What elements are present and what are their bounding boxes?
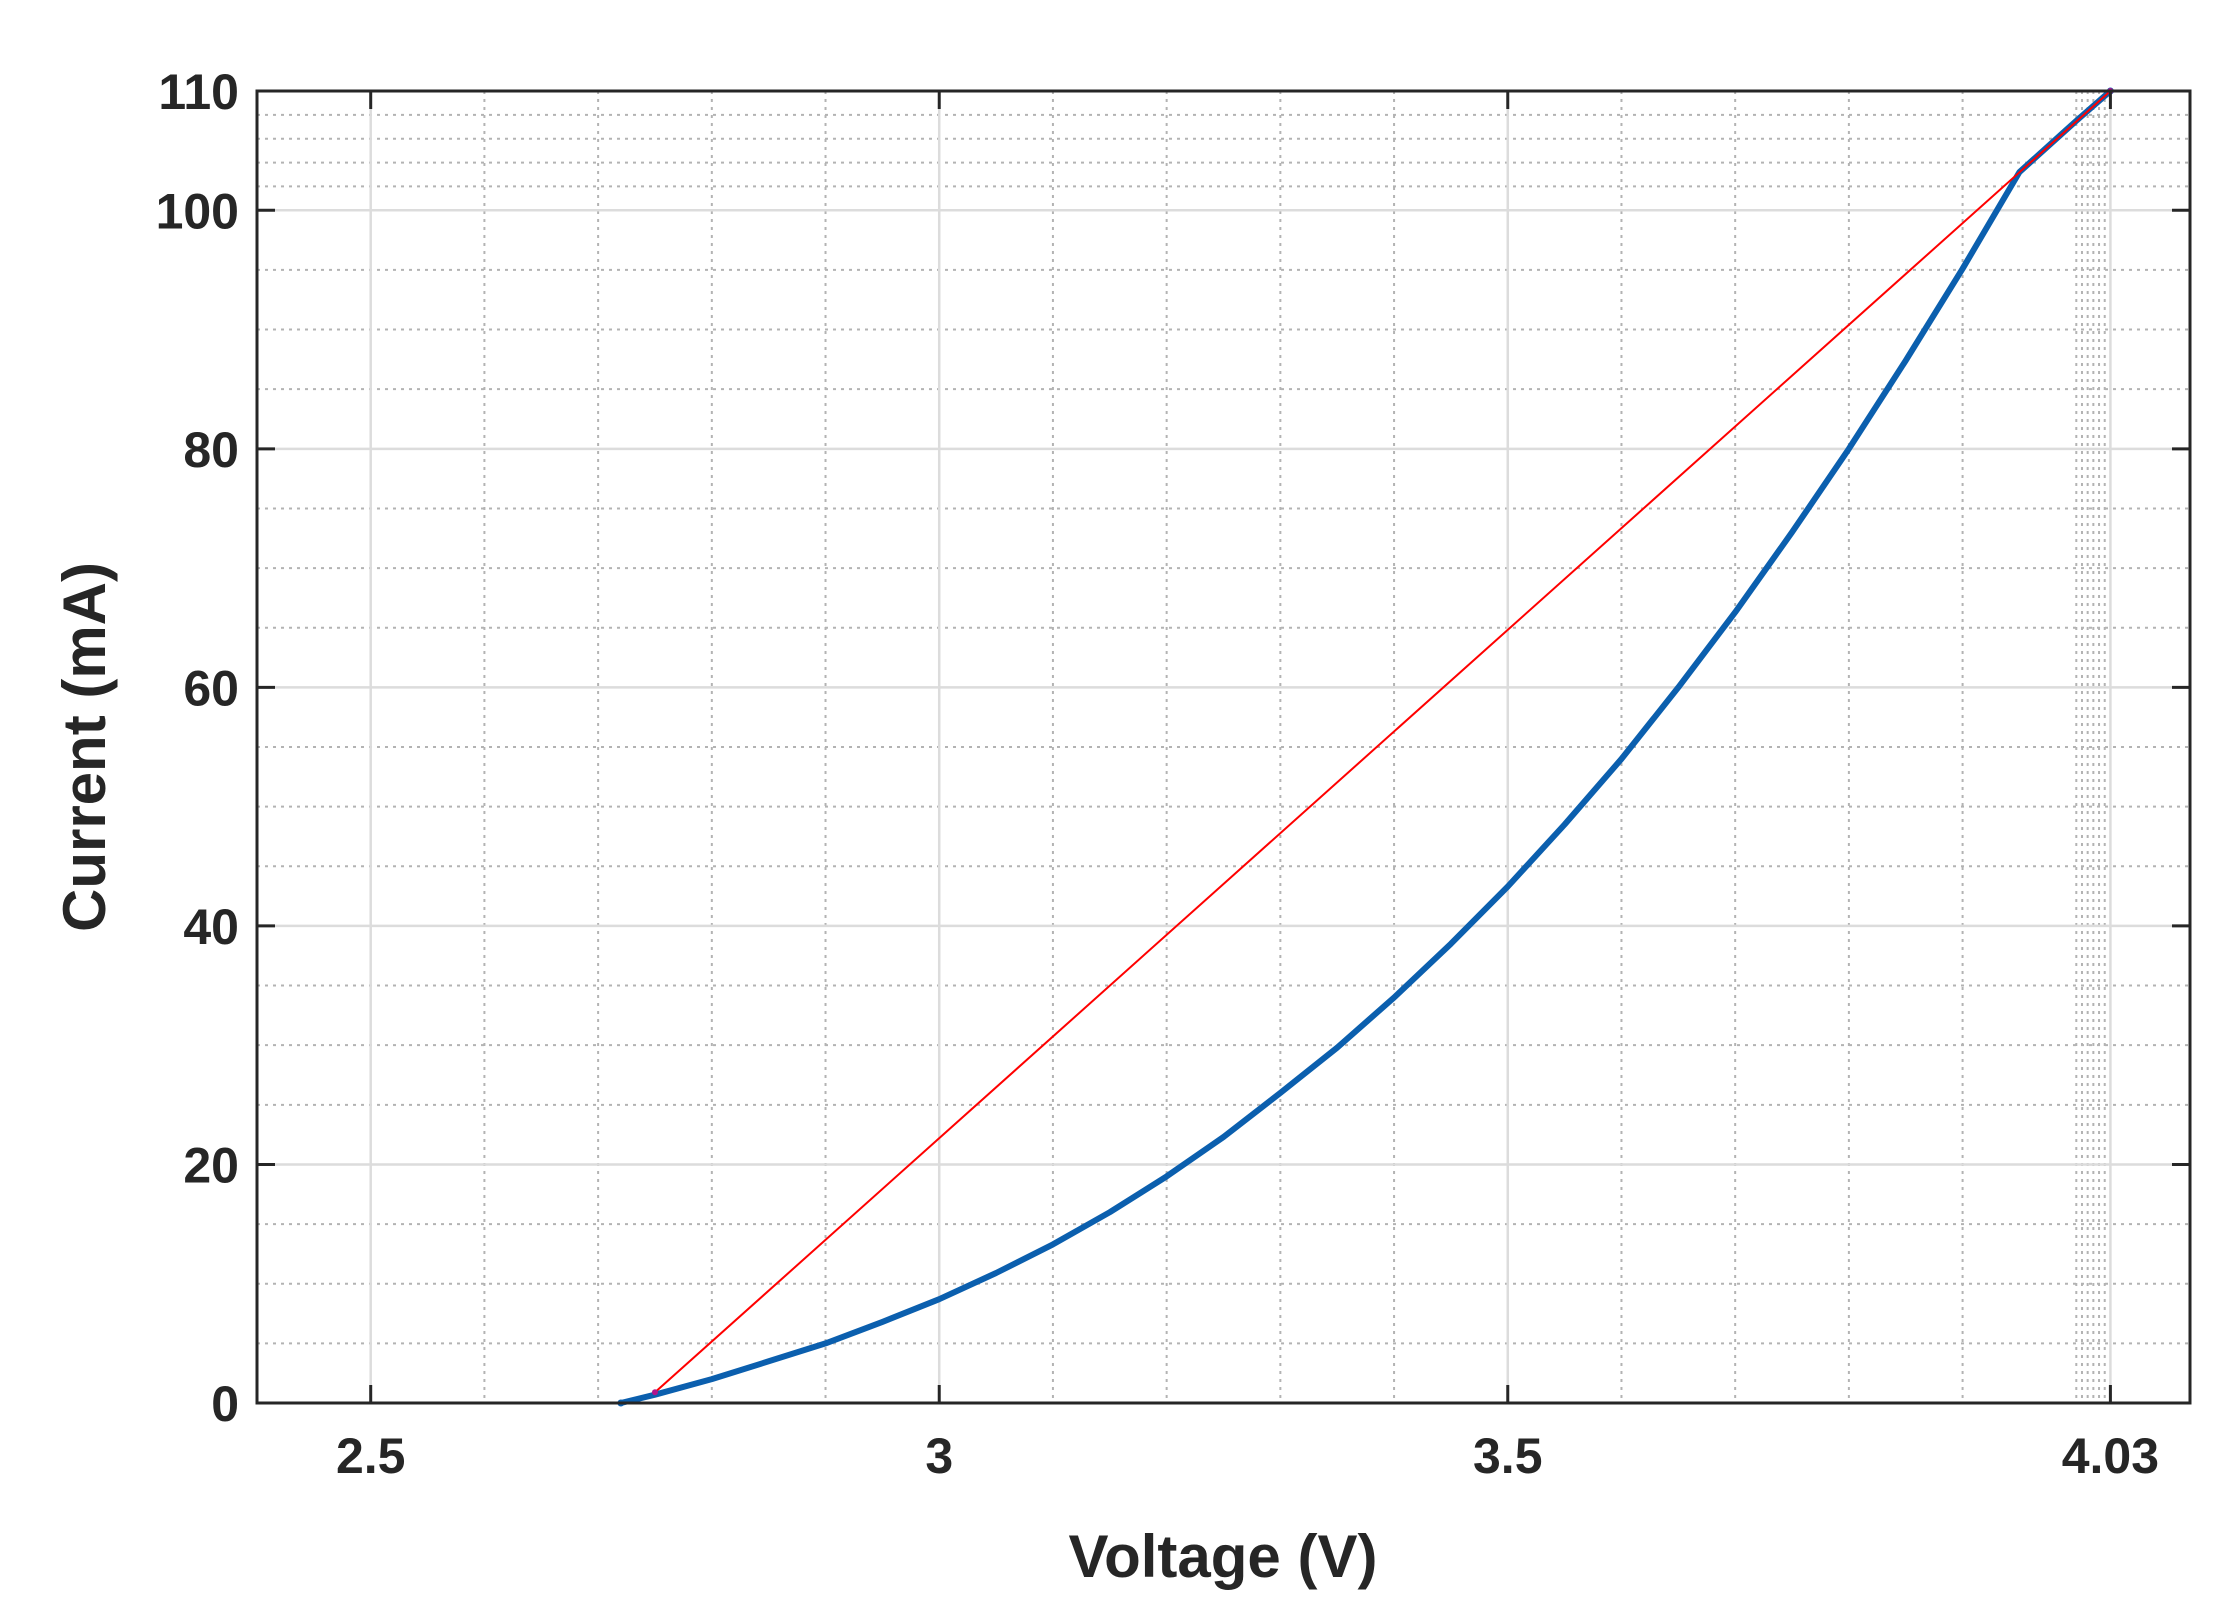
y-tick-labels: 0 20 40 60 80 100 110	[156, 64, 239, 1432]
y-tick-label: 60	[183, 660, 239, 716]
y-tick-label: 20	[183, 1137, 239, 1193]
x-tick-labels: 2.5 3 3.5 4.03	[336, 1428, 2159, 1484]
y-tick-label: 80	[183, 422, 239, 478]
y-tick-label: 0	[211, 1376, 239, 1432]
y-tick-label: 100	[156, 183, 239, 239]
minor-grid	[257, 91, 2190, 1403]
series-blue-curve	[617, 88, 2114, 1406]
series-endpoint-marker	[651, 1389, 658, 1396]
x-tick-label: 4.03	[2062, 1428, 2159, 1484]
x-axis-title: Voltage (V)	[1069, 1523, 1378, 1590]
tick-marks	[257, 89, 2190, 1405]
x-tick-label: 3.5	[1473, 1428, 1543, 1484]
series-red-line	[654, 90, 2112, 1394]
y-axis-title: Current (mA)	[51, 562, 118, 932]
x-tick-label: 2.5	[336, 1428, 406, 1484]
y-tick-label: 110	[158, 64, 239, 120]
x-tick-label: 3	[925, 1428, 953, 1484]
y-tick-label: 40	[183, 899, 239, 955]
plot-frame	[255, 89, 2192, 1405]
